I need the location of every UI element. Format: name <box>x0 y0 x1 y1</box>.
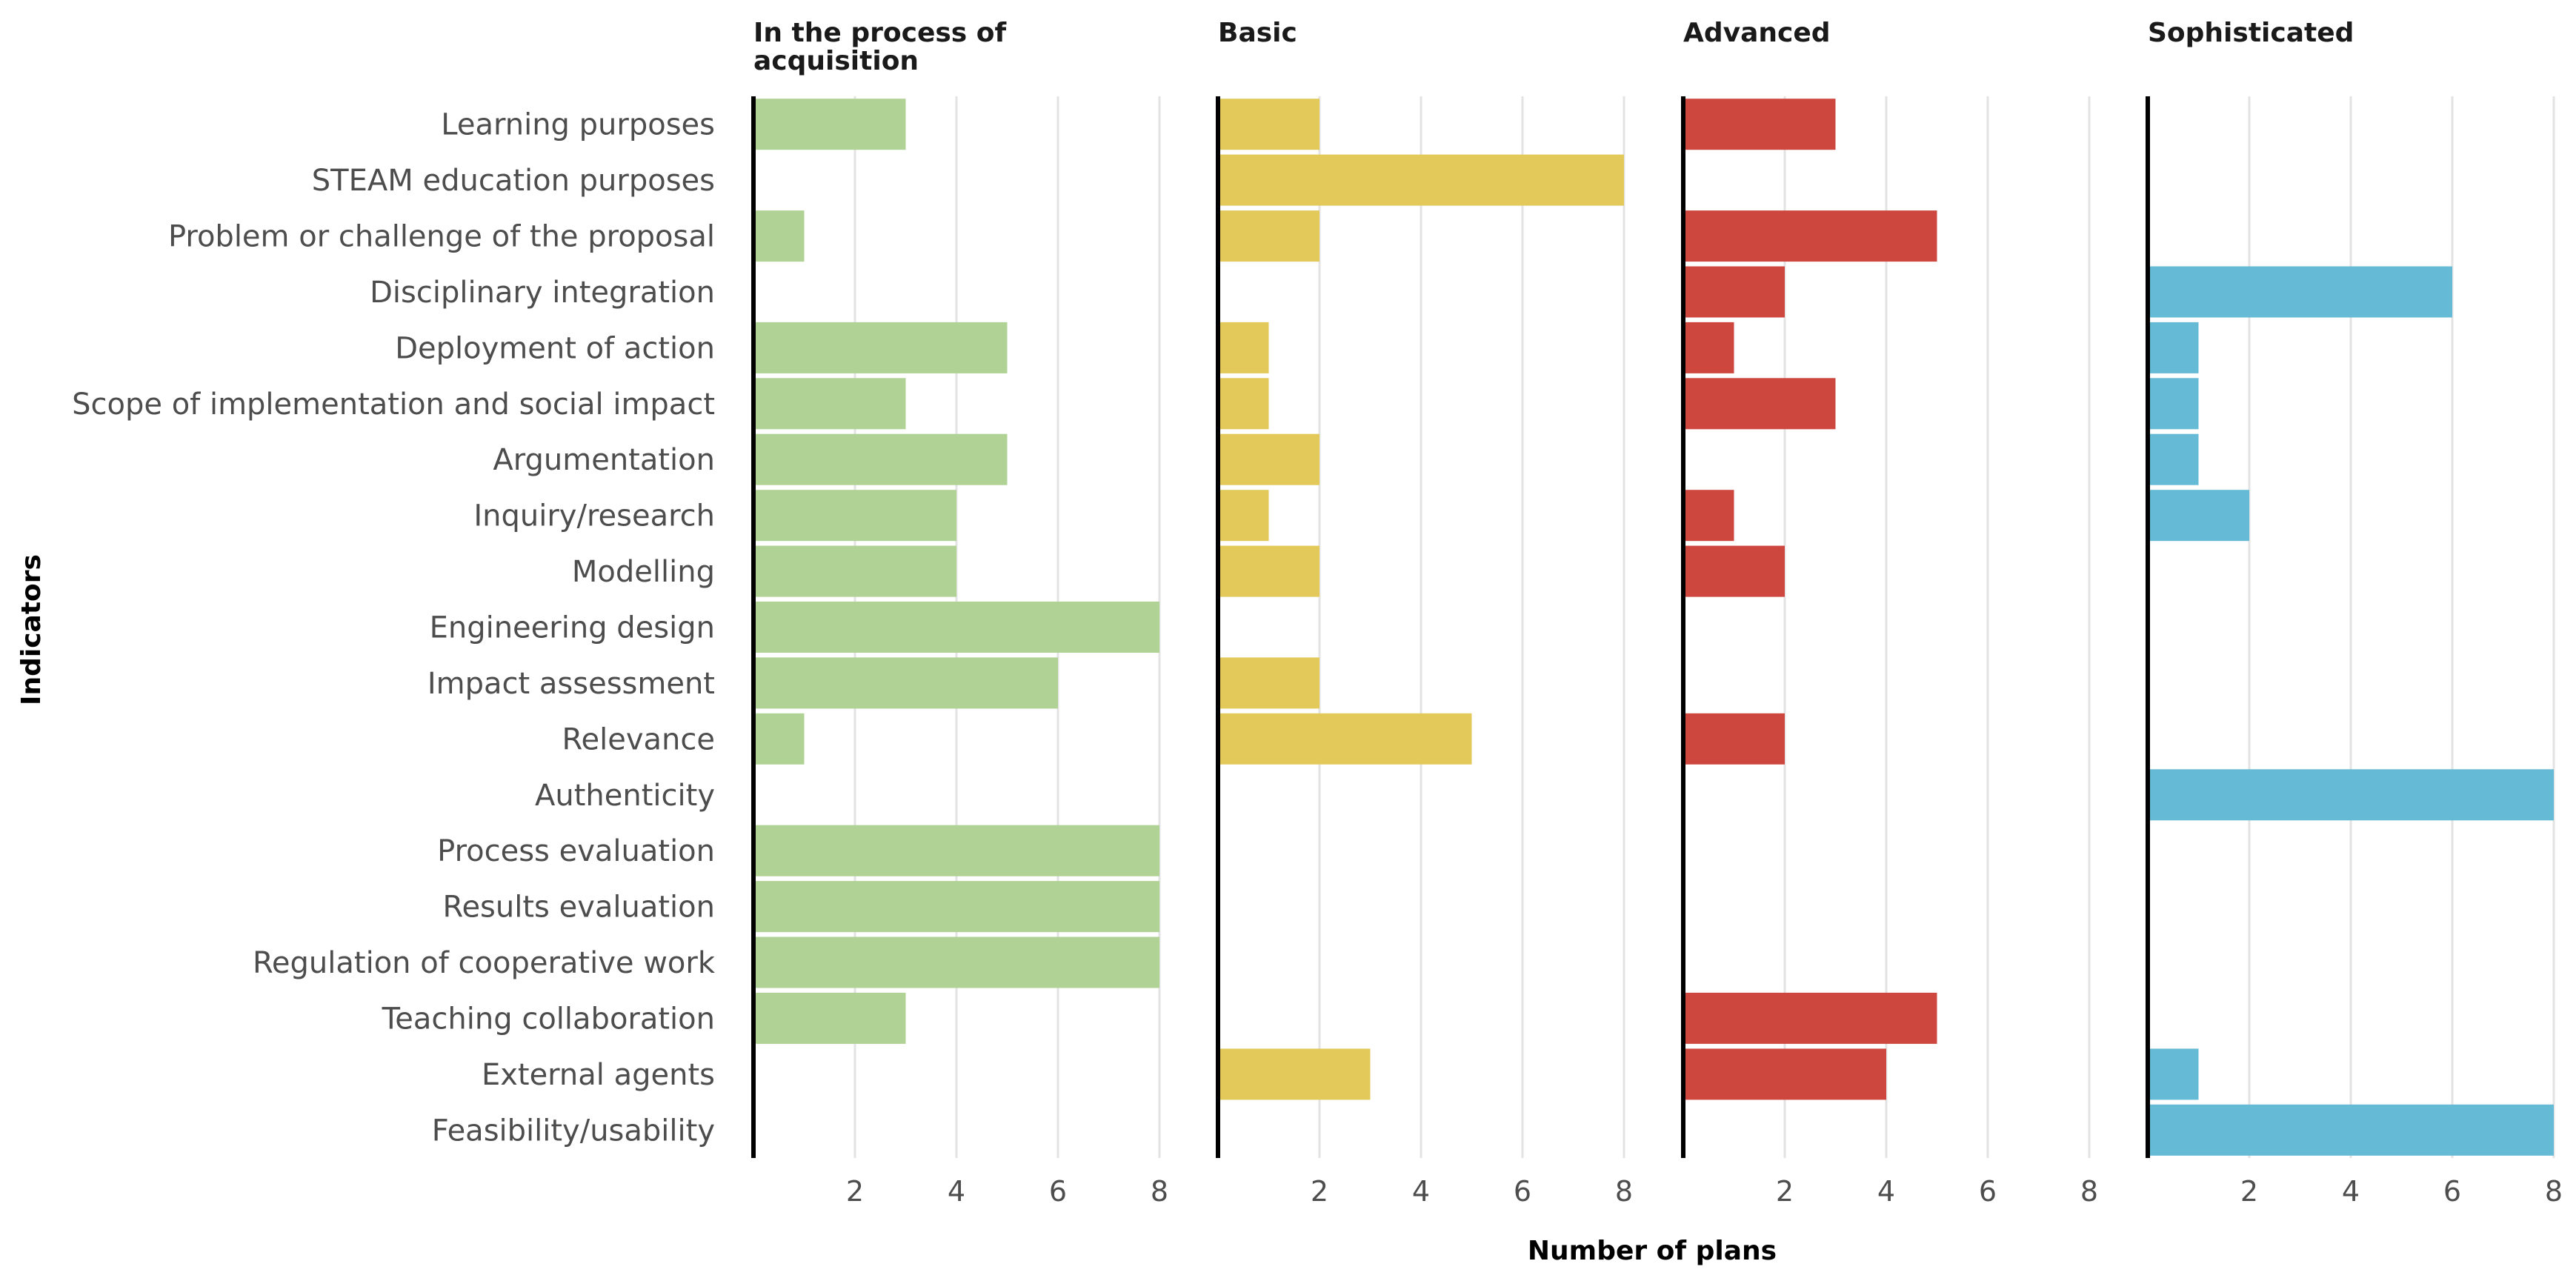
panel-title: Advanced <box>1683 18 1831 48</box>
tick-label: 8 <box>1151 1175 1168 1208</box>
bar <box>753 881 1159 933</box>
bar <box>1218 154 1624 206</box>
bar <box>1683 266 1785 318</box>
panel-4: Sophisticated 2 4 6 8 <box>2146 18 2563 1208</box>
bar <box>1218 378 1269 430</box>
tick-label: 6 <box>1979 1175 1997 1208</box>
tick-label: 8 <box>2545 1175 2563 1208</box>
bar <box>753 490 956 542</box>
indicator-label: Disciplinary integration <box>370 276 715 310</box>
indicator-label: Deployment of action <box>395 331 715 365</box>
tick-label: 8 <box>1615 1175 1633 1208</box>
bar <box>753 322 1008 373</box>
indicator-label: Engineering design <box>430 611 715 645</box>
bar <box>1683 490 1734 542</box>
bar <box>753 378 906 430</box>
bar <box>753 825 1159 876</box>
indicator-label: Inquiry/research <box>473 499 715 533</box>
bar <box>1218 1048 1371 1100</box>
tick-label: 2 <box>1776 1175 1794 1208</box>
bar <box>1683 713 1785 765</box>
bar <box>1218 322 1269 373</box>
bar <box>1218 433 1319 485</box>
bar <box>1218 545 1319 597</box>
bar <box>2148 1104 2554 1156</box>
tick-label: 6 <box>1514 1175 1531 1208</box>
bar <box>2148 490 2249 542</box>
tick-label: 6 <box>1049 1175 1067 1208</box>
indicator-label: Learning purposes <box>441 108 715 142</box>
bar <box>2148 433 2199 485</box>
indicator-label: External agents <box>482 1058 715 1092</box>
indicator-label: STEAM education purposes <box>312 164 715 198</box>
bar <box>753 99 906 150</box>
bar <box>1218 657 1319 709</box>
tick-label: 4 <box>1412 1175 1430 1208</box>
panel-title: Basic <box>1218 18 1297 48</box>
indicator-label: Regulation of cooperative work <box>253 946 716 980</box>
tick-label: 8 <box>2080 1175 2098 1208</box>
indicator-label: Teaching collaboration <box>382 1002 715 1036</box>
bar <box>2148 769 2554 821</box>
bar <box>1218 713 1472 765</box>
bar <box>1218 490 1269 542</box>
bar <box>753 992 906 1044</box>
bar <box>1218 99 1319 150</box>
bar <box>753 602 1159 653</box>
tick-label: 4 <box>2342 1175 2360 1208</box>
bar <box>753 545 956 597</box>
indicator-label: Relevance <box>562 722 715 756</box>
tick-label: 2 <box>846 1175 864 1208</box>
bar <box>1683 99 1836 150</box>
tick-label: 4 <box>1877 1175 1895 1208</box>
panel-title: Sophisticated <box>2148 18 2354 48</box>
indicator-label: Authenticity <box>535 779 715 813</box>
y-axis-title: Indicators <box>16 554 47 705</box>
indicator-label: Scope of implementation and social impac… <box>72 387 715 422</box>
indicator-label: Problem or challenge of the proposal <box>168 220 715 254</box>
bar <box>753 936 1159 988</box>
tick-label: 6 <box>2443 1175 2461 1208</box>
tick-label: 2 <box>2240 1175 2258 1208</box>
tick-label: 2 <box>1311 1175 1328 1208</box>
bar <box>753 713 805 765</box>
panel-3: Advanced 2 4 6 8 <box>1681 18 2098 1208</box>
bar <box>1683 545 1785 597</box>
bar <box>2148 1048 2199 1100</box>
indicator-label: Process evaluation <box>437 834 715 868</box>
bar <box>1683 1048 1886 1100</box>
bar <box>1683 992 1937 1044</box>
x-axis-title: Number of plans <box>1528 1236 1777 1266</box>
bar <box>753 210 805 262</box>
bar <box>1683 322 1734 373</box>
bar <box>1683 378 1836 430</box>
bar <box>1683 210 1937 262</box>
bar <box>2148 322 2199 373</box>
panel-2: Basic 2 4 6 8 <box>1216 18 1633 1208</box>
panel-1: In the process of acquisition 2 4 6 8 <box>751 18 1168 1208</box>
tick-label: 4 <box>948 1175 965 1208</box>
indicator-labels: Learning purposes STEAM education purpose… <box>72 108 716 1148</box>
indicator-label: Argumentation <box>493 443 715 477</box>
chart-panels: In the process of acquisition 2 4 6 8 Basic 2 4 6… <box>751 18 2563 1208</box>
bar <box>2148 266 2452 318</box>
indicator-label: Impact assessment <box>427 667 715 701</box>
indicator-label: Feasibility/usability <box>432 1114 715 1148</box>
bar <box>753 433 1008 485</box>
indicator-label: Modelling <box>572 555 715 589</box>
bar <box>2148 378 2199 430</box>
panel-title: In the process of acquisition <box>753 18 1006 76</box>
indicator-label: Results evaluation <box>442 891 715 925</box>
bar <box>753 657 1058 709</box>
bar <box>1218 210 1319 262</box>
